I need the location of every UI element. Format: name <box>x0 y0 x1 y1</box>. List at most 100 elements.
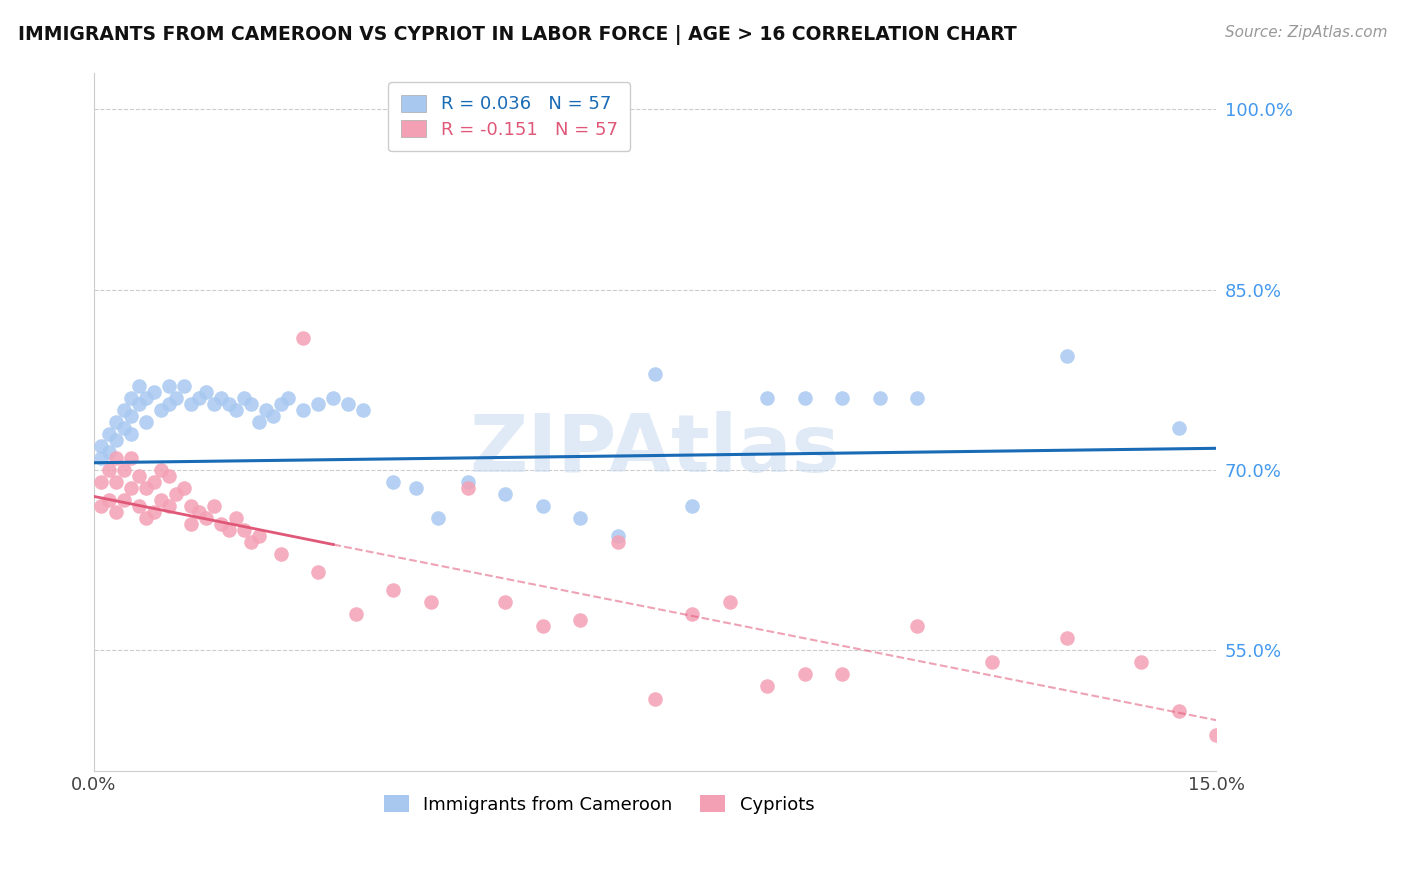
Point <box>494 595 516 609</box>
Point <box>180 499 202 513</box>
Point <box>209 517 232 532</box>
Point <box>225 511 247 525</box>
Point <box>135 511 157 525</box>
Point <box>135 481 157 495</box>
Point <box>405 481 427 495</box>
Point <box>112 402 135 417</box>
Point <box>457 475 479 489</box>
Point <box>494 487 516 501</box>
Point <box>157 378 180 392</box>
Point <box>247 529 270 543</box>
Point <box>120 409 142 423</box>
Point <box>277 391 299 405</box>
Point <box>195 511 218 525</box>
Point <box>218 397 240 411</box>
Point <box>682 499 704 513</box>
Point <box>644 367 666 381</box>
Point <box>1056 349 1078 363</box>
Point <box>195 384 218 399</box>
Point <box>90 439 112 453</box>
Point <box>120 426 142 441</box>
Point <box>209 391 232 405</box>
Point <box>187 505 209 519</box>
Point <box>270 397 292 411</box>
Point <box>157 499 180 513</box>
Point <box>606 529 628 543</box>
Point <box>905 619 928 633</box>
Point <box>173 378 195 392</box>
Point <box>180 517 202 532</box>
Point <box>1167 704 1189 718</box>
Point <box>202 397 225 411</box>
Point <box>112 493 135 508</box>
Point <box>240 535 263 549</box>
Point <box>97 463 120 477</box>
Point <box>270 547 292 561</box>
Point <box>97 426 120 441</box>
Text: ZIPAtlas: ZIPAtlas <box>470 410 841 489</box>
Point <box>531 619 554 633</box>
Point <box>718 595 741 609</box>
Text: Source: ZipAtlas.com: Source: ZipAtlas.com <box>1225 25 1388 40</box>
Point <box>644 691 666 706</box>
Point <box>1056 632 1078 646</box>
Point <box>247 415 270 429</box>
Point <box>150 402 173 417</box>
Point <box>97 493 120 508</box>
Point <box>1205 728 1227 742</box>
Point <box>90 450 112 465</box>
Point <box>165 487 187 501</box>
Point <box>263 409 285 423</box>
Point <box>980 656 1002 670</box>
Point <box>240 397 263 411</box>
Point <box>120 481 142 495</box>
Point <box>793 391 815 405</box>
Point <box>531 499 554 513</box>
Point <box>105 505 128 519</box>
Point <box>352 402 374 417</box>
Point <box>105 433 128 447</box>
Point <box>905 391 928 405</box>
Point <box>128 469 150 483</box>
Point <box>344 607 367 622</box>
Point <box>427 511 450 525</box>
Point <box>165 391 187 405</box>
Point <box>793 667 815 681</box>
Point <box>112 421 135 435</box>
Point <box>90 475 112 489</box>
Point <box>337 397 360 411</box>
Point <box>232 391 254 405</box>
Point <box>90 499 112 513</box>
Point <box>150 493 173 508</box>
Point <box>606 535 628 549</box>
Point <box>135 391 157 405</box>
Point <box>1167 421 1189 435</box>
Point <box>869 391 891 405</box>
Point <box>128 378 150 392</box>
Point <box>112 463 135 477</box>
Point <box>105 450 128 465</box>
Point <box>157 469 180 483</box>
Text: IMMIGRANTS FROM CAMEROON VS CYPRIOT IN LABOR FORCE | AGE > 16 CORRELATION CHART: IMMIGRANTS FROM CAMEROON VS CYPRIOT IN L… <box>18 25 1017 45</box>
Point <box>120 391 142 405</box>
Point <box>157 397 180 411</box>
Point <box>232 523 254 537</box>
Point <box>382 583 405 598</box>
Point <box>128 397 150 411</box>
Legend: Immigrants from Cameroon, Cypriots: Immigrants from Cameroon, Cypriots <box>373 784 825 824</box>
Point <box>307 397 329 411</box>
Point <box>173 481 195 495</box>
Point <box>97 445 120 459</box>
Point <box>142 475 165 489</box>
Point <box>831 391 853 405</box>
Point <box>419 595 441 609</box>
Point <box>1130 656 1153 670</box>
Point <box>292 402 315 417</box>
Point <box>225 402 247 417</box>
Point <box>756 680 779 694</box>
Point <box>682 607 704 622</box>
Point <box>569 613 592 627</box>
Point <box>202 499 225 513</box>
Point <box>218 523 240 537</box>
Point <box>831 667 853 681</box>
